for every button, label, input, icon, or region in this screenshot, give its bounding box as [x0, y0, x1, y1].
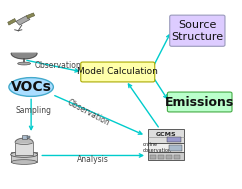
- Bar: [11, 152, 37, 162]
- Text: Observation: Observation: [66, 97, 111, 127]
- Bar: [167, 137, 181, 142]
- Bar: [166, 155, 172, 159]
- Ellipse shape: [11, 160, 37, 164]
- Text: Emissions: Emissions: [165, 95, 234, 108]
- Polygon shape: [26, 13, 35, 19]
- FancyBboxPatch shape: [148, 152, 184, 160]
- FancyBboxPatch shape: [148, 129, 184, 143]
- Bar: [22, 135, 27, 139]
- Text: Model Calculation: Model Calculation: [77, 67, 158, 77]
- Bar: [27, 136, 30, 138]
- Polygon shape: [8, 19, 16, 25]
- FancyBboxPatch shape: [170, 15, 225, 46]
- FancyBboxPatch shape: [167, 92, 232, 112]
- Ellipse shape: [11, 152, 38, 157]
- Text: Source
Structure: Source Structure: [171, 20, 223, 42]
- Bar: [15, 142, 33, 155]
- Polygon shape: [15, 138, 33, 142]
- Text: Sampling: Sampling: [16, 106, 52, 115]
- Ellipse shape: [15, 140, 33, 144]
- Polygon shape: [16, 16, 30, 25]
- Text: Observation: Observation: [35, 61, 81, 70]
- Bar: [169, 145, 182, 151]
- Ellipse shape: [9, 78, 53, 96]
- FancyBboxPatch shape: [148, 143, 184, 152]
- Text: GCMS: GCMS: [156, 132, 176, 137]
- Text: Analysis: Analysis: [77, 155, 109, 164]
- Polygon shape: [11, 53, 37, 59]
- Bar: [158, 155, 164, 159]
- Ellipse shape: [18, 62, 30, 65]
- Bar: [150, 155, 156, 159]
- Text: online
observation: online observation: [143, 142, 172, 153]
- Bar: [174, 155, 180, 159]
- FancyBboxPatch shape: [81, 62, 155, 82]
- Text: VOCs: VOCs: [11, 80, 52, 94]
